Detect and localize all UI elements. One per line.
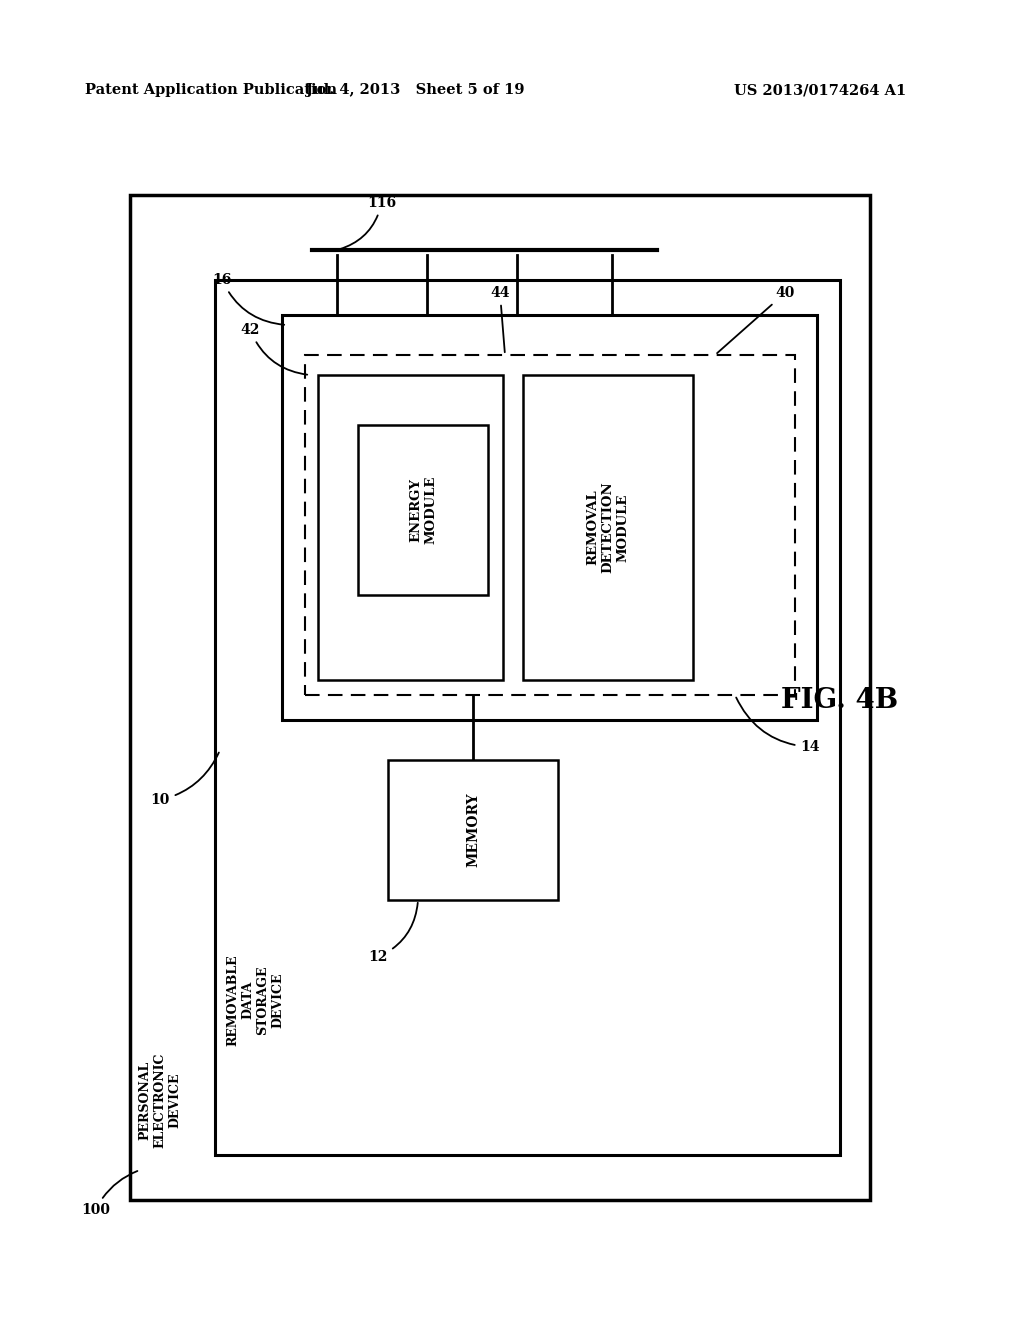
Bar <box>282 315 817 719</box>
Text: 42: 42 <box>241 323 307 375</box>
Bar <box>318 375 503 680</box>
Text: 16: 16 <box>213 273 285 325</box>
Text: REMOVABLE
DATA
STORAGE
DEVICE: REMOVABLE DATA STORAGE DEVICE <box>226 954 284 1045</box>
Text: 44: 44 <box>490 286 510 352</box>
Text: 14: 14 <box>736 697 820 754</box>
Bar <box>358 425 488 595</box>
Text: DATA
PROTECTION
MODULE: DATA PROTECTION MODULE <box>389 477 432 578</box>
Text: Jul. 4, 2013   Sheet 5 of 19: Jul. 4, 2013 Sheet 5 of 19 <box>306 83 524 96</box>
Text: Patent Application Publication: Patent Application Publication <box>85 83 337 96</box>
Bar <box>388 760 558 900</box>
Bar <box>305 355 795 696</box>
Bar <box>215 280 840 1155</box>
Text: FIG. 4B: FIG. 4B <box>781 686 899 714</box>
Text: REMOVAL
DETECTION
MODULE: REMOVAL DETECTION MODULE <box>587 482 630 573</box>
Text: ENERGY
MODULE: ENERGY MODULE <box>409 475 437 544</box>
Text: 40: 40 <box>717 286 795 354</box>
Text: 12: 12 <box>369 903 418 964</box>
Text: US 2013/0174264 A1: US 2013/0174264 A1 <box>734 83 906 96</box>
Text: 10: 10 <box>151 752 219 807</box>
Text: MEMORY: MEMORY <box>466 793 480 867</box>
Bar <box>523 375 693 680</box>
Text: 100: 100 <box>81 1171 137 1217</box>
Text: PERSONAL
ELECTRONIC
DEVICE: PERSONAL ELECTRONIC DEVICE <box>138 1052 181 1148</box>
Text: 116: 116 <box>340 195 396 249</box>
Bar <box>130 195 870 1200</box>
